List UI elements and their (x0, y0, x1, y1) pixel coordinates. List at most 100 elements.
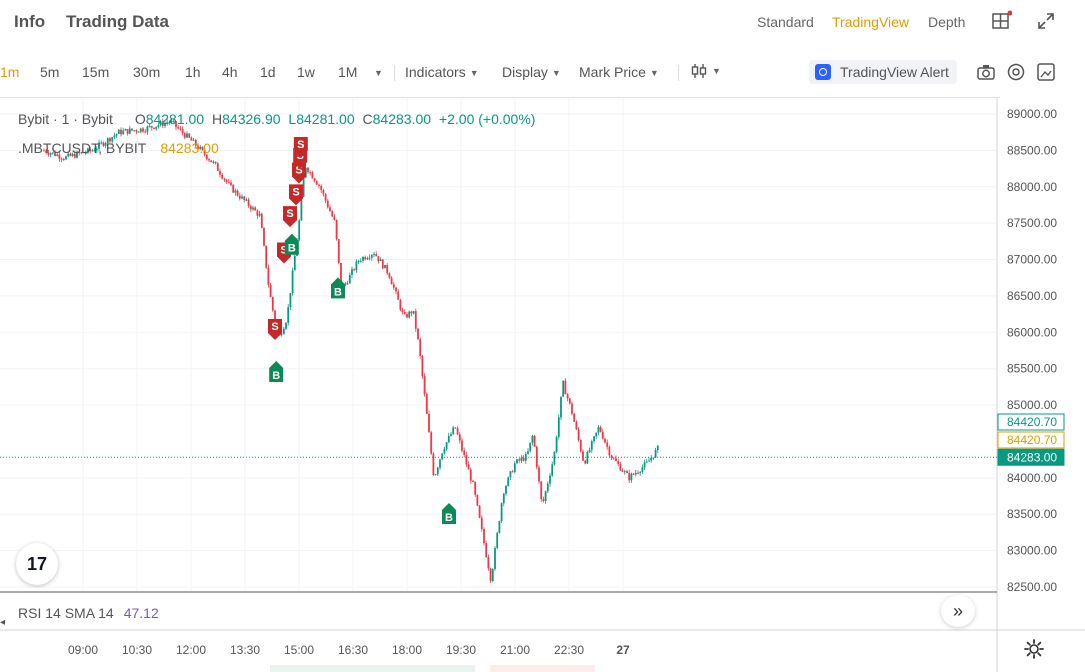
candle-body (106, 138, 109, 144)
candle-body (150, 126, 153, 128)
time-tick-label: 21:00 (500, 643, 530, 657)
candle-body (491, 569, 494, 581)
timeframe-1h[interactable]: 1h (185, 64, 201, 80)
layout-grid-icon[interactable] (990, 10, 1012, 32)
candle-body (58, 154, 61, 159)
candle-body (133, 130, 136, 132)
candle-body (544, 491, 547, 501)
time-tick-label: 15:00 (284, 643, 314, 657)
candle-body (76, 151, 78, 158)
price-tick-label: 86000.00 (1007, 325, 1057, 339)
timeframe-5m[interactable]: 5m (40, 64, 60, 80)
candle-body (366, 258, 369, 260)
candle-body (368, 257, 371, 259)
candle-body (478, 505, 481, 518)
rsi-label: RSI 14 SMA 14 (18, 605, 114, 621)
candle-body (148, 126, 151, 128)
view-tradingview[interactable]: TradingView (832, 14, 910, 30)
candle-body (540, 481, 543, 500)
sell-marker: S (283, 206, 297, 228)
tradingview-alert-button[interactable]: TradingView Alert (809, 60, 957, 84)
mark-price-button[interactable]: Mark Price ▼ (579, 64, 659, 80)
gear-icon[interactable] (1023, 638, 1045, 660)
buy-strip (270, 665, 475, 672)
timeframe-1m[interactable]: 1m (0, 64, 20, 80)
eye-icon[interactable] (1006, 62, 1026, 82)
candle-body (212, 161, 215, 163)
candle-body (199, 146, 202, 150)
candle-body (505, 486, 507, 494)
toolbar-separator (0, 97, 1000, 98)
candle-body (348, 274, 351, 284)
candle-body (403, 311, 406, 315)
candle-body (49, 153, 52, 155)
candle-body (637, 472, 639, 474)
price-tick-label: 86500.00 (1007, 289, 1057, 303)
candle-body (181, 129, 184, 134)
time-tick-label: 13:30 (230, 643, 260, 657)
candle-body (192, 139, 195, 141)
candle-body (137, 131, 140, 133)
chart-type-button[interactable]: ▼ (690, 62, 721, 80)
view-standard[interactable]: Standard (757, 14, 814, 30)
sell-marker-shape (292, 162, 306, 184)
fullscreen-icon[interactable] (1035, 10, 1057, 32)
candle-body (302, 177, 305, 197)
camera-icon[interactable] (976, 62, 996, 82)
timeframe-1d[interactable]: 1d (260, 64, 276, 80)
candle-body (104, 143, 107, 146)
sell-marker-label: S (292, 186, 299, 198)
display-label: Display (502, 64, 548, 80)
candle-body (221, 174, 224, 179)
candle-body (45, 150, 48, 153)
scroll-to-realtime-button[interactable]: » (941, 595, 975, 627)
left-arrow-icon[interactable]: ◂ (0, 617, 6, 628)
price-tick-label: 84000.00 (1007, 471, 1057, 485)
price-candles (43, 117, 659, 583)
candle-body (91, 150, 94, 152)
candle-body (232, 184, 235, 193)
tradingview-logo[interactable]: 17 (16, 543, 58, 585)
tab-trading-data[interactable]: Trading Data (66, 12, 169, 31)
candle-body (650, 457, 653, 461)
timeframe-more-dropdown[interactable]: ▼ (370, 64, 383, 80)
candle-body (390, 277, 393, 285)
candle-body (527, 451, 529, 454)
timeframe-1w[interactable]: 1w (297, 64, 315, 80)
candle-body (553, 451, 556, 465)
candle-body (300, 196, 303, 221)
indicators-button[interactable]: Indicators ▼ (405, 64, 479, 80)
candle-body (456, 428, 459, 435)
candle-body (335, 219, 338, 240)
timeframe-1M[interactable]: 1M (338, 64, 358, 80)
candle-body (269, 284, 272, 297)
candle-body (117, 129, 120, 135)
candle-body (381, 259, 384, 269)
candle-body (144, 131, 147, 133)
candle-body (177, 127, 180, 129)
legend-change: +2.00 (+0.00%) (438, 111, 536, 127)
candle-body (604, 438, 606, 443)
rsi-value: 47.12 (123, 605, 159, 621)
buy-marker-label: B (445, 512, 453, 524)
price-tick-label: 88500.00 (1007, 143, 1057, 157)
candle-body (309, 172, 312, 174)
timeframe-30m[interactable]: 30m (133, 64, 161, 80)
chevron-down-icon: ▼ (649, 68, 659, 78)
candle-body (241, 196, 243, 199)
display-button[interactable]: Display ▼ (502, 64, 561, 80)
timeframe-15m[interactable]: 15m (82, 64, 110, 80)
candle-body (575, 421, 578, 430)
price-tick-label: 85500.00 (1007, 362, 1057, 376)
timeframe-4h[interactable]: 4h (222, 64, 238, 80)
candle-body (425, 394, 428, 414)
candle-body (230, 182, 232, 185)
sell-marker-shape (293, 137, 308, 159)
view-depth[interactable]: Depth (928, 14, 966, 30)
candle-body (274, 310, 276, 324)
tab-info[interactable]: Info (14, 12, 46, 31)
screenshot-icon[interactable] (1036, 62, 1056, 82)
candle-body (168, 122, 171, 124)
candle-body (568, 398, 571, 404)
